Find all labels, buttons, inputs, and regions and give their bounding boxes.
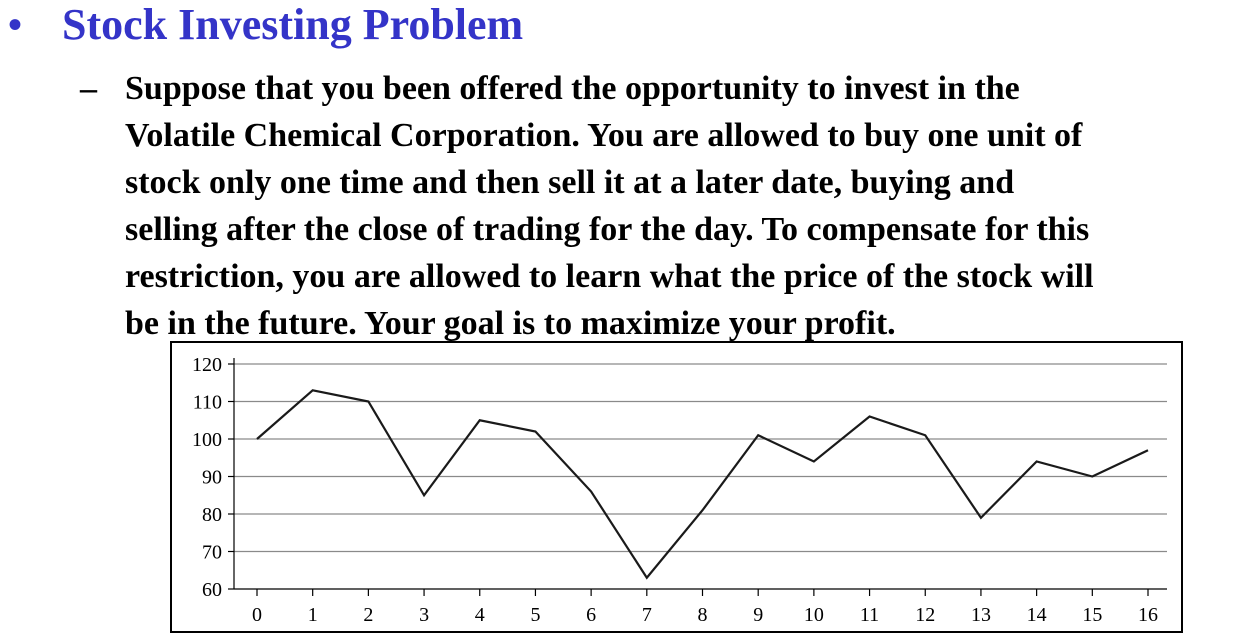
y-tick-label-120: 120 <box>192 354 222 376</box>
x-tick-label-10: 10 <box>804 604 824 626</box>
description-line-5: restriction, you are allowed to learn wh… <box>125 258 1094 295</box>
sub-bullet-dash: – <box>80 70 97 107</box>
x-tick-label-3: 3 <box>419 604 429 626</box>
x-tick-label-1: 1 <box>308 604 318 626</box>
price-series-line <box>256 389 1149 580</box>
description-line-2: Volatile Chemical Corporation. You are a… <box>125 117 1083 154</box>
x-tick-label-13: 13 <box>971 604 991 626</box>
title-bullet: • <box>8 2 23 47</box>
y-tick-label-80: 80 <box>202 504 222 526</box>
x-tick-label-14: 14 <box>1027 604 1047 626</box>
y-tick-label-100: 100 <box>192 429 222 451</box>
stock-price-chart: 60 70 80 90 100 110 120 0 1 2 3 4 5 6 7 8 9 10 11 12 13 14 15 1… <box>170 341 1183 633</box>
x-tick-label-4: 4 <box>475 604 485 626</box>
y-tick-label-60: 60 <box>202 579 222 601</box>
x-tick-label-16: 16 <box>1138 604 1158 626</box>
description-line-6: be in the future. Your goal is to maximi… <box>125 305 896 342</box>
description-line-4: selling after the close of trading for t… <box>125 211 1090 248</box>
description-line-3: stock only one time and then sell it at … <box>125 164 1015 201</box>
x-tick-label-2: 2 <box>363 604 373 626</box>
chart-series <box>256 389 1149 580</box>
x-tick-label-5: 5 <box>530 604 540 626</box>
chart-gridlines <box>234 363 1167 553</box>
x-tick-label-9: 9 <box>753 604 763 626</box>
x-tick-label-15: 15 <box>1082 604 1102 626</box>
x-tick-label-12: 12 <box>915 604 935 626</box>
x-tick-label-0: 0 <box>252 604 262 626</box>
description-line-1: Suppose that you been offered the opport… <box>125 70 1020 107</box>
x-tick-label-11: 11 <box>860 604 879 626</box>
slide-title: Stock Investing Problem <box>62 0 524 49</box>
problem-description: Suppose that you been offered the opport… <box>125 65 1242 347</box>
x-tick-label-6: 6 <box>586 604 596 626</box>
x-tick-label-7: 7 <box>642 604 652 626</box>
y-tick-label-110: 110 <box>193 392 222 414</box>
x-tick-label-8: 8 <box>698 604 708 626</box>
y-tick-label-70: 70 <box>202 542 222 564</box>
y-tick-label-90: 90 <box>202 467 222 489</box>
